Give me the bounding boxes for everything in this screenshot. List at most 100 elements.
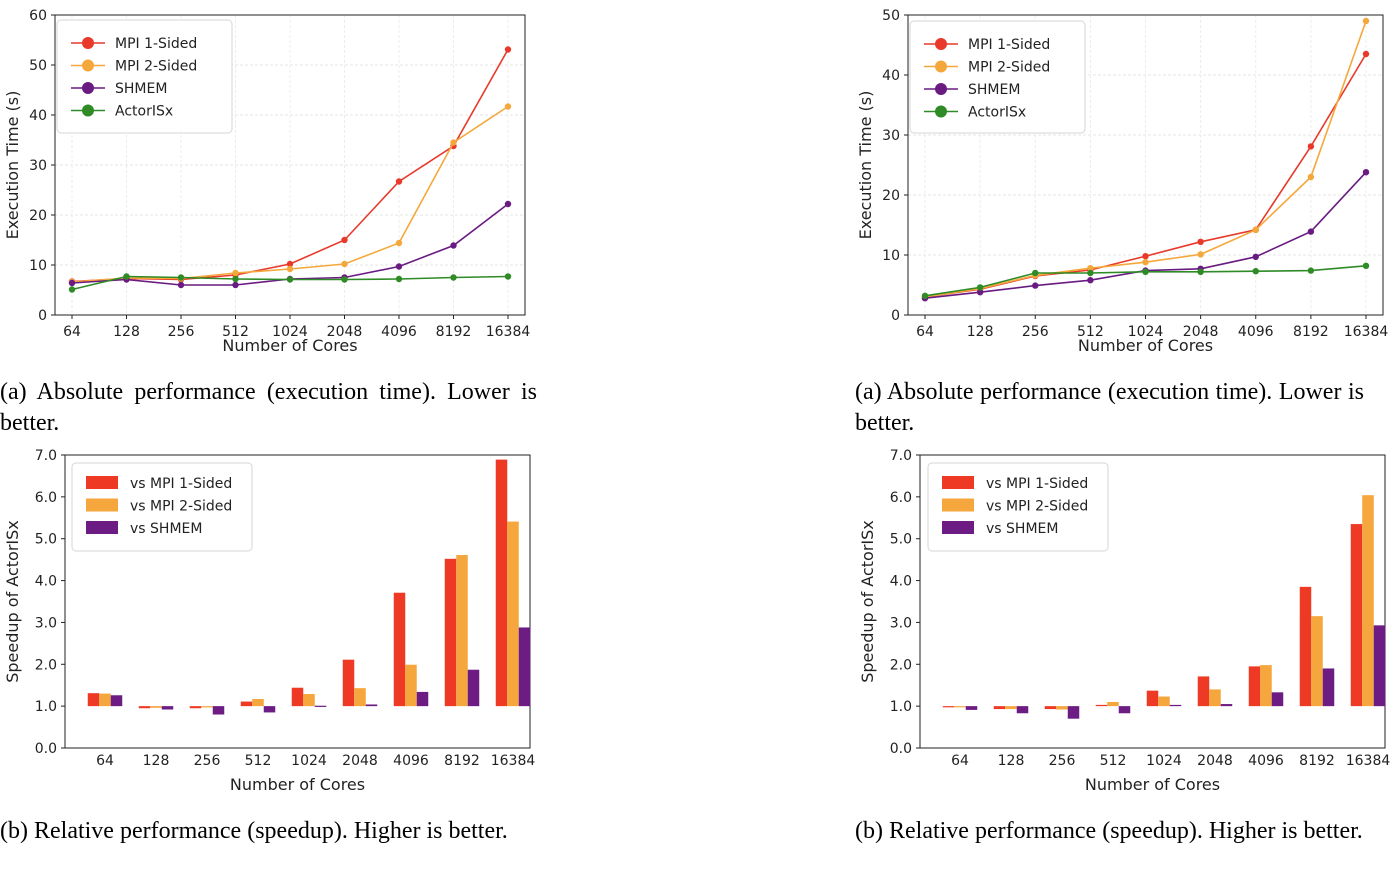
- y-tick-label: 5.0: [890, 532, 912, 548]
- bar-1: [201, 706, 213, 708]
- y-tick-label: 20: [29, 208, 47, 224]
- bar-2: [365, 704, 378, 707]
- bar-0: [1044, 706, 1057, 710]
- bar-1: [456, 555, 468, 707]
- data-point: [395, 178, 403, 185]
- x-tick-label: 512: [1100, 753, 1127, 769]
- x-tick-label: 4096: [1238, 324, 1274, 340]
- y-tick-label: 10: [29, 258, 47, 274]
- data-point: [68, 286, 76, 293]
- x-tick-label: 16384: [1344, 324, 1389, 340]
- x-tick-label: 128: [143, 753, 170, 769]
- data-point: [504, 273, 512, 280]
- y-tick-label: 1.0: [35, 699, 57, 715]
- legend-label: SHMEM: [968, 82, 1020, 98]
- bar-1: [405, 664, 417, 707]
- y-tick-label: 40: [29, 108, 47, 124]
- bar-1: [1311, 616, 1323, 707]
- legend-marker: [82, 59, 94, 72]
- y-tick-label: 0.0: [890, 741, 912, 757]
- bar-0: [291, 687, 304, 707]
- legend-swatch: [942, 498, 974, 512]
- y-tick-label: 4.0: [35, 574, 57, 590]
- data-point: [1307, 228, 1315, 235]
- y-tick-label: 30: [29, 158, 47, 174]
- x-tick-label: 8192: [444, 753, 480, 769]
- bar-0: [1197, 676, 1210, 707]
- bar-2: [965, 706, 978, 710]
- x-tick-label: 2048: [1197, 753, 1233, 769]
- data-point: [286, 260, 294, 268]
- data-point: [450, 139, 457, 146]
- data-point: [395, 239, 403, 247]
- legend-label: vs MPI 1-Sided: [986, 476, 1088, 492]
- x-tick-label: 2048: [342, 753, 378, 769]
- data-point: [1307, 143, 1315, 150]
- x-axis-label: Number of Cores: [230, 775, 365, 794]
- legend-marker: [82, 104, 94, 117]
- x-tick-label: 2048: [327, 324, 363, 340]
- x-tick-label: 512: [245, 753, 272, 769]
- bar-0: [942, 706, 955, 708]
- y-tick-label: 7.0: [35, 448, 57, 464]
- x-tick-label: 1024: [1146, 753, 1182, 769]
- y-tick-label: 30: [882, 128, 900, 144]
- data-point: [232, 281, 239, 289]
- y-tick-label: 50: [29, 58, 47, 74]
- bar-0: [993, 706, 1006, 710]
- x-tick-label: 128: [967, 324, 994, 340]
- bar-2: [314, 705, 327, 707]
- data-point: [68, 279, 76, 287]
- x-axis-label: Number of Cores: [1085, 775, 1220, 794]
- x-tick-label: 4096: [381, 324, 417, 340]
- data-point: [1142, 259, 1149, 266]
- bar-1: [354, 688, 366, 707]
- data-point: [450, 274, 457, 281]
- bar-2: [518, 627, 531, 707]
- y-tick-label: 7.0: [890, 448, 912, 464]
- x-tick-label: 4096: [393, 753, 429, 769]
- bar-0: [87, 693, 100, 707]
- caption-right-top: (a) Absolute performance (execution time…: [855, 379, 1364, 436]
- bar-2: [263, 706, 276, 713]
- y-tick-label: 40: [882, 68, 900, 84]
- y-tick-label: 60: [29, 8, 47, 24]
- y-tick-label: 3.0: [35, 615, 57, 631]
- speedup-bar-chart-right: 0.0 1.0 2.0 3.0 4.0 5.0 6.0 7.0 64 128 256 512 1024 2…: [858, 448, 1390, 794]
- bar-2: [110, 695, 123, 707]
- y-tick-label: 20: [882, 188, 900, 204]
- legend-marker: [935, 38, 947, 50]
- execution-time-line-chart-right: 0 10 20 30 40 50 64 128 256 512 1024 2048 4096 8192 16…: [856, 8, 1389, 355]
- bar-1: [150, 706, 162, 708]
- legend-label: vs MPI 1-Sided: [130, 476, 232, 492]
- data-point: [232, 275, 239, 283]
- bar-0: [240, 701, 253, 707]
- bar-1: [252, 699, 264, 707]
- data-point: [1087, 269, 1094, 277]
- y-tick-label: 10: [882, 248, 900, 264]
- y-axis-label: Execution Time (s): [3, 91, 22, 240]
- data-point: [1307, 173, 1315, 181]
- bar-2: [1067, 706, 1080, 719]
- bar-0: [1146, 690, 1159, 707]
- x-tick-label: 8192: [436, 324, 472, 340]
- data-point: [450, 242, 457, 249]
- y-tick-label: 3.0: [890, 615, 912, 631]
- legend-label: vs SHMEM: [986, 521, 1058, 537]
- data-point: [1362, 262, 1370, 269]
- data-point: [1087, 265, 1094, 272]
- legend-marker: [82, 82, 94, 94]
- x-tick-label: 256: [194, 753, 221, 769]
- x-tick-label: 512: [1077, 324, 1104, 340]
- bar-2: [1322, 668, 1335, 707]
- data-point: [1307, 267, 1315, 274]
- legend-label: ActorISx: [115, 104, 173, 120]
- bar-0: [138, 706, 151, 709]
- bar-2: [416, 691, 429, 707]
- x-tick-label: 512: [222, 324, 249, 340]
- data-point: [1252, 268, 1259, 275]
- x-tick-label: 16384: [486, 324, 531, 340]
- data-point: [123, 273, 130, 280]
- bar-0: [1095, 704, 1108, 707]
- bar-0: [495, 459, 508, 707]
